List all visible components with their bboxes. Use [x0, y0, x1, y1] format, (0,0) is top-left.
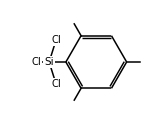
- Text: Cl: Cl: [51, 35, 61, 45]
- Text: Cl: Cl: [32, 57, 42, 67]
- Text: Si: Si: [44, 57, 54, 67]
- Text: Cl: Cl: [51, 79, 61, 89]
